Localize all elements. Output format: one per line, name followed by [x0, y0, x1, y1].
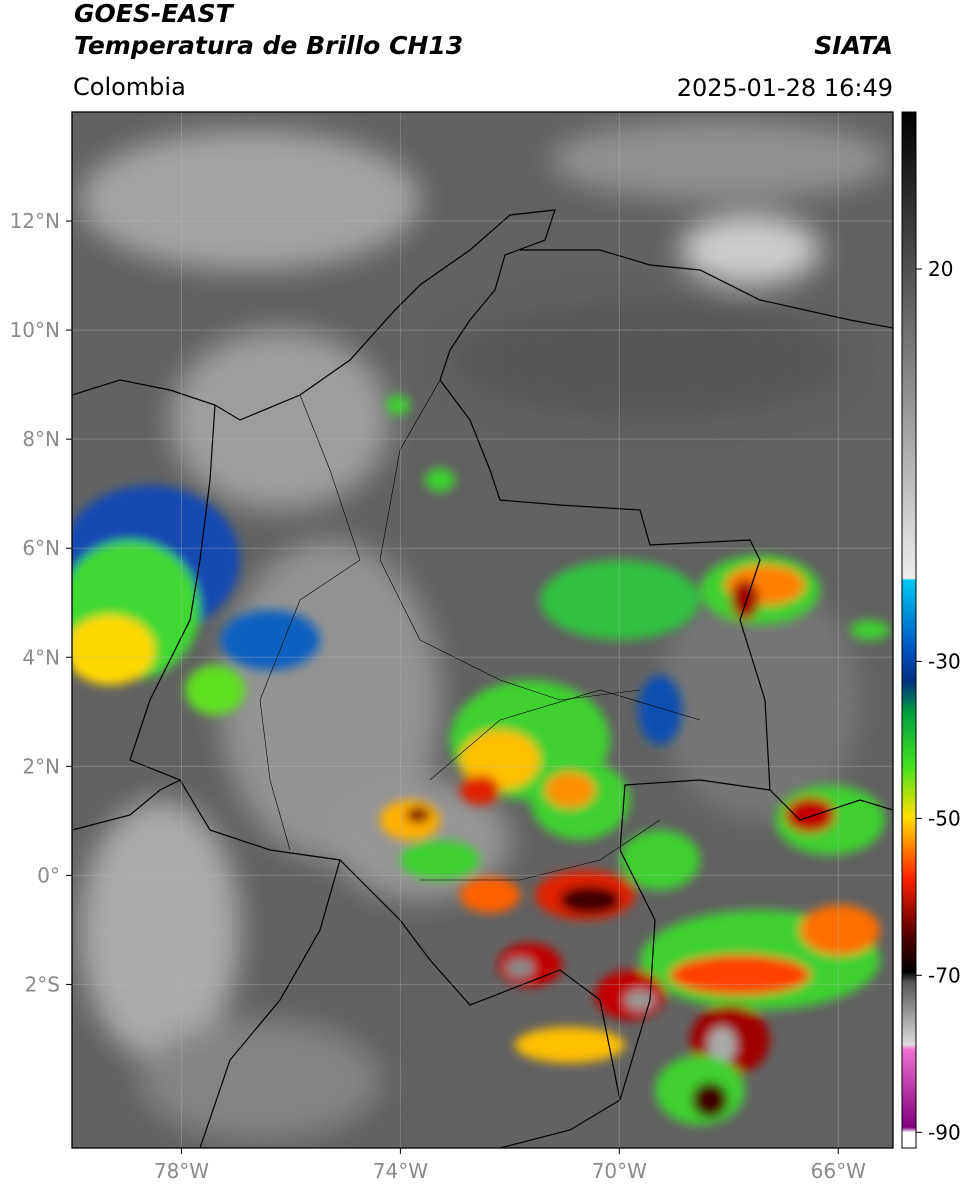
agency: SIATA [814, 31, 893, 60]
graticule [72, 112, 893, 1148]
colorbar-tick-label: -70 [928, 963, 961, 987]
colorbar [901, 111, 917, 1149]
product: Temperatura de Brillo CH13 [74, 31, 463, 60]
colorbar-tick-label: -90 [928, 1120, 961, 1144]
y-tick-label: 4°N [22, 645, 60, 669]
y-tick-label: 2°S [25, 972, 60, 996]
datetime: 2025-01-28 16:49 [677, 74, 893, 102]
satellite: GOES-EAST [74, 0, 235, 28]
colorbar-tick-label: 20 [928, 257, 953, 281]
y-tick-label: 8°N [22, 427, 60, 451]
x-tick-label: 70°W [592, 1159, 647, 1183]
satellite-image [72, 112, 893, 1148]
y-tick-label: 0° [37, 863, 60, 887]
x-tick-label: 78°W [154, 1159, 209, 1183]
x-tick-label: 66°W [811, 1159, 866, 1183]
y-tick-label: 2°N [22, 754, 60, 778]
y-tick-label: 12°N [10, 209, 60, 233]
y-tick-label: 6°N [22, 536, 60, 560]
x-tick-label: 74°W [373, 1159, 428, 1183]
region: Colombia [73, 73, 186, 101]
colorbar-tick-label: -30 [928, 649, 961, 673]
map-frame [71, 111, 894, 1149]
y-tick-label: 10°N [10, 318, 60, 342]
colorbar-tick-label: -50 [928, 806, 961, 830]
